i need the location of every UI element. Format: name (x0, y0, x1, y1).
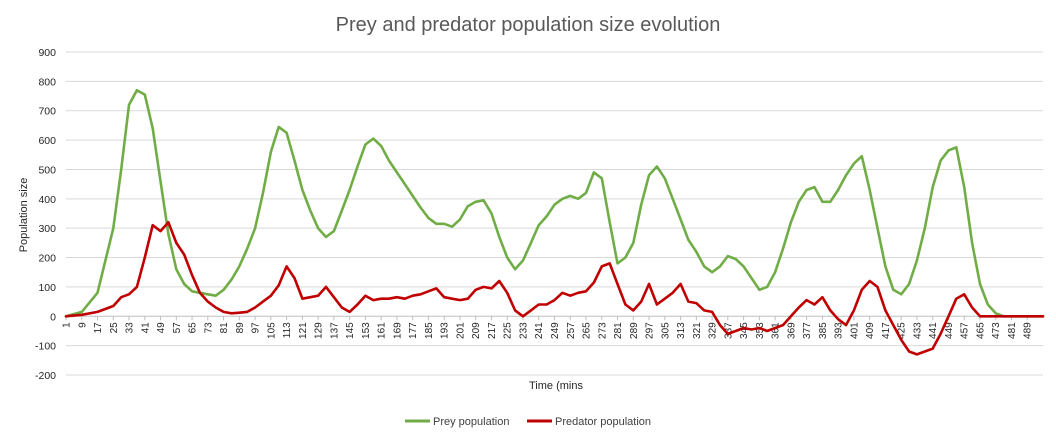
x-tick-label: 457 (960, 322, 971, 339)
y-tick-label: -200 (35, 370, 56, 382)
x-tick-label: 145 (345, 322, 356, 339)
x-tick-label: 281 (613, 322, 624, 339)
x-tick-label: 81 (219, 322, 230, 334)
x-tick-label: 241 (534, 322, 545, 339)
x-tick-label: 449 (944, 322, 955, 339)
x-tick-label: 65 (188, 322, 199, 334)
x-tick-label: 161 (377, 322, 388, 339)
x-tick-label: 89 (235, 322, 246, 334)
y-axis-ticks: -200 -100 0 100 200 300 400 500 600 700 800 900 (35, 47, 56, 382)
legend-label-prey: Prey population (433, 416, 509, 428)
chart-title: Prey and predator population size evolut… (336, 14, 721, 36)
series-line-prey (64, 88, 1045, 318)
x-axis-label: Time (mins (529, 380, 583, 392)
x-tick-label: 337 (723, 322, 734, 339)
y-tick-label: 800 (38, 76, 56, 88)
x-tick-label: 201 (455, 322, 466, 339)
x-tick-label: 17 (93, 322, 104, 334)
x-tick-label: 209 (471, 322, 482, 339)
y-tick-label: 200 (38, 253, 56, 265)
y-tick-label: -100 (35, 341, 56, 353)
x-tick-label: 473 (991, 322, 1002, 339)
x-tick-label: 41 (140, 322, 151, 334)
x-axis-ticks: 1 9 17 25 33 41 49 57 65 73 81 89 97 105 113 121 129 137 1… (62, 316, 1034, 339)
series-line-predator (64, 221, 1045, 356)
x-tick-label: 489 (1023, 322, 1034, 339)
x-tick-label: 9 (77, 322, 88, 328)
x-tick-label: 441 (928, 322, 939, 339)
x-tick-label: 329 (708, 322, 719, 339)
x-tick-label: 185 (424, 322, 435, 339)
y-tick-label: 400 (38, 194, 56, 206)
x-tick-label: 225 (503, 322, 514, 339)
plot-area (64, 88, 1045, 356)
x-tick-label: 273 (597, 322, 608, 339)
x-tick-label: 217 (487, 322, 498, 339)
x-tick-label: 113 (282, 322, 293, 338)
x-tick-label: 401 (849, 322, 860, 339)
y-tick-label: 300 (38, 223, 56, 235)
x-tick-label: 481 (1007, 322, 1018, 339)
y-axis-label: Population size (18, 178, 30, 253)
x-tick-label: 265 (582, 322, 593, 339)
y-tick-label: 900 (38, 47, 56, 59)
x-tick-label: 193 (440, 322, 451, 339)
x-tick-label: 97 (251, 322, 262, 334)
x-tick-label: 385 (818, 322, 829, 339)
x-tick-label: 137 (329, 322, 340, 339)
x-tick-label: 353 (755, 322, 766, 339)
x-tick-label: 369 (786, 322, 797, 339)
grid-lines (66, 51, 1043, 376)
y-tick-label: 600 (38, 135, 56, 147)
x-tick-label: 57 (172, 322, 183, 334)
x-tick-label: 169 (392, 322, 403, 339)
legend: Prey population Predator population (405, 416, 651, 428)
x-tick-label: 361 (771, 322, 782, 339)
y-tick-label: 700 (38, 106, 56, 118)
x-tick-label: 393 (834, 322, 845, 339)
x-tick-label: 1 (62, 322, 73, 328)
x-tick-label: 73 (203, 322, 214, 334)
y-tick-label: 500 (38, 164, 56, 176)
x-tick-label: 425 (897, 322, 908, 339)
x-tick-label: 297 (645, 322, 656, 339)
x-tick-label: 33 (125, 322, 136, 334)
x-tick-label: 289 (629, 322, 640, 339)
x-tick-label: 121 (298, 322, 309, 339)
y-tick-label: 100 (38, 282, 56, 294)
x-tick-label: 321 (692, 322, 703, 339)
x-tick-label: 25 (109, 322, 120, 334)
x-tick-label: 433 (912, 322, 923, 339)
x-tick-label: 249 (550, 322, 561, 339)
x-tick-label: 345 (739, 322, 750, 339)
x-tick-label: 105 (266, 322, 277, 339)
x-tick-label: 177 (408, 322, 419, 339)
y-tick-label: 0 (50, 311, 56, 323)
x-tick-label: 305 (660, 322, 671, 339)
x-tick-label: 417 (881, 322, 892, 339)
x-tick-label: 409 (865, 322, 876, 339)
x-tick-label: 257 (566, 322, 577, 339)
x-tick-label: 233 (518, 322, 529, 339)
x-tick-label: 377 (802, 322, 813, 339)
legend-label-predator: Predator population (555, 416, 651, 428)
x-tick-label: 465 (975, 322, 986, 339)
x-tick-label: 49 (156, 322, 167, 334)
x-tick-label: 153 (361, 322, 372, 339)
x-tick-label: 313 (676, 322, 687, 339)
x-tick-label: 129 (314, 322, 325, 339)
